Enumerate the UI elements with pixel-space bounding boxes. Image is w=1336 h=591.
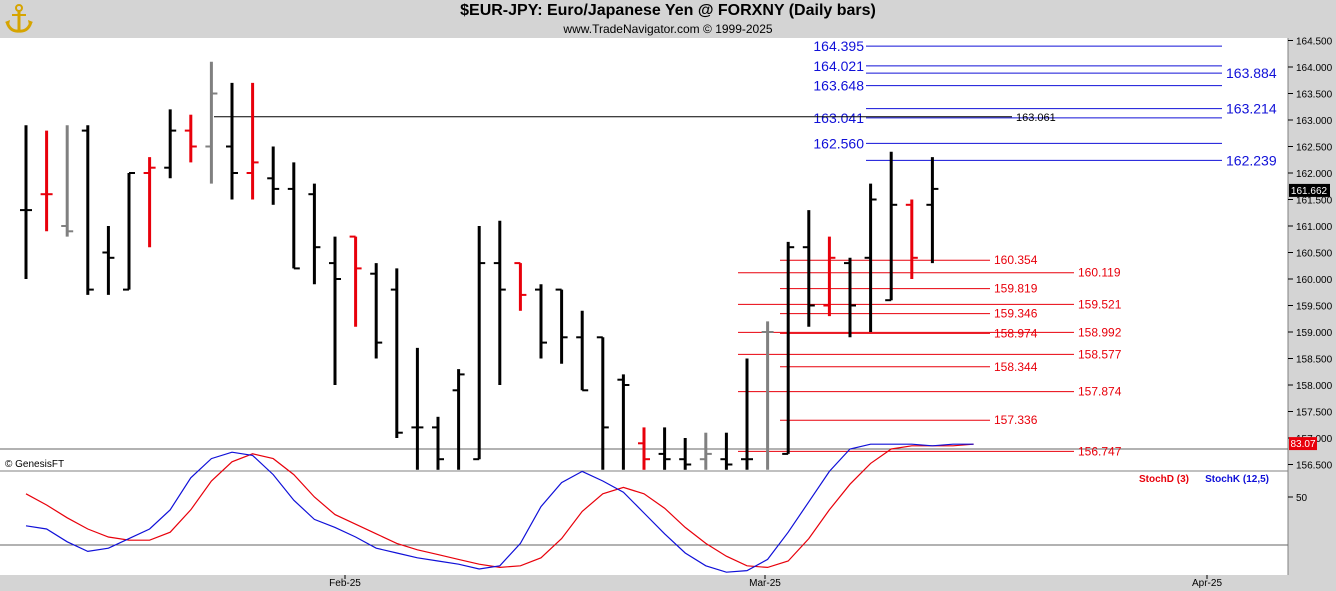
chart-subtitle: www.TradeNavigator.com © 1999-2025 (563, 22, 773, 36)
price-tick-label: 164.500 (1296, 37, 1333, 48)
level-label: 158.344 (994, 360, 1038, 374)
price-tick-label: 161.500 (1296, 196, 1333, 207)
stoch-line-d (25, 443, 974, 569)
stoch-tick-label: 50 (1296, 493, 1308, 504)
price-tick-label: 164.000 (1296, 63, 1333, 74)
level-label: 164.021 (813, 58, 864, 74)
price-tick-label: 163.000 (1296, 116, 1333, 127)
level-label: 159.819 (994, 282, 1038, 296)
level-label: 159.346 (994, 307, 1038, 321)
price-tick-label: 160.500 (1296, 249, 1333, 260)
price-tick-label: 158.500 (1296, 355, 1333, 366)
date-tick-label: Apr-25 (1192, 578, 1222, 589)
level-label: 163.214 (1226, 101, 1277, 117)
price-tick-label: 159.000 (1296, 328, 1333, 339)
stoch-panel (0, 471, 1288, 575)
level-label: 164.395 (813, 38, 864, 54)
stoch-value-badge: 83.07 (1289, 437, 1317, 451)
price-bars (20, 61, 939, 470)
chart-title: $EUR-JPY: Euro/Japanese Yen @ FORXNY (Da… (460, 2, 876, 19)
level-label: 160.119 (1078, 266, 1121, 280)
date-tick-label: Feb-25 (329, 578, 361, 589)
level-label: 158.577 (1078, 347, 1122, 361)
level-label: 157.336 (994, 413, 1038, 427)
chart-header: $EUR-JPY: Euro/Japanese Yen @ FORXNY (Da… (0, 0, 1336, 38)
level-label: 159.521 (1078, 297, 1122, 311)
price-axis: 156.500157.000157.500158.000158.500159.0… (1288, 37, 1333, 504)
price-tick-label: 156.500 (1296, 461, 1333, 472)
price-tick-label: 161.000 (1296, 222, 1333, 233)
anchor-logo-icon (5, 4, 33, 33)
level-label: 163.041 (813, 110, 864, 126)
date-axis: Feb-25 Mar-25 Apr-25 (329, 575, 1222, 589)
level-label: 163.648 (813, 78, 864, 94)
level-label: 158.974 (994, 326, 1038, 340)
price-tick-label: 162.000 (1296, 169, 1333, 180)
level-label: 162.239 (1226, 152, 1277, 168)
date-tick-label: Mar-25 (749, 578, 781, 589)
level-label: 156.747 (1078, 444, 1122, 458)
stoch-line-k (25, 443, 974, 573)
stochK-legend: StochK (12,5) (1205, 474, 1269, 485)
price-panel (0, 38, 1288, 471)
level-label: 157.874 (1078, 385, 1122, 399)
level-label: 163.884 (1226, 65, 1277, 81)
price-tick-label: 163.500 (1296, 90, 1333, 101)
last-price-value: 161.662 (1291, 186, 1328, 197)
level-label: 162.560 (813, 135, 864, 151)
stochastic-lines (25, 443, 974, 573)
stochD-legend: StochD (3) (1139, 474, 1189, 485)
price-tick-label: 160.000 (1296, 275, 1333, 286)
hline-label: 163.061 (1016, 112, 1056, 124)
price-tick-label: 158.000 (1296, 381, 1333, 392)
level-label: 160.354 (994, 253, 1038, 267)
last-price-badge: 161.662 (1289, 183, 1330, 197)
genesis-watermark: © GenesisFT (5, 459, 64, 470)
price-tick-label: 159.500 (1296, 302, 1333, 313)
price-tick-label: 157.500 (1296, 408, 1333, 419)
price-tick-label: 162.500 (1296, 143, 1333, 154)
levels-layer: 164.395 164.021 163.884 163.648 163.214 163.0… (214, 38, 1277, 458)
stoch-last-value: 83.07 (1290, 439, 1315, 450)
level-label: 158.992 (1078, 325, 1122, 339)
